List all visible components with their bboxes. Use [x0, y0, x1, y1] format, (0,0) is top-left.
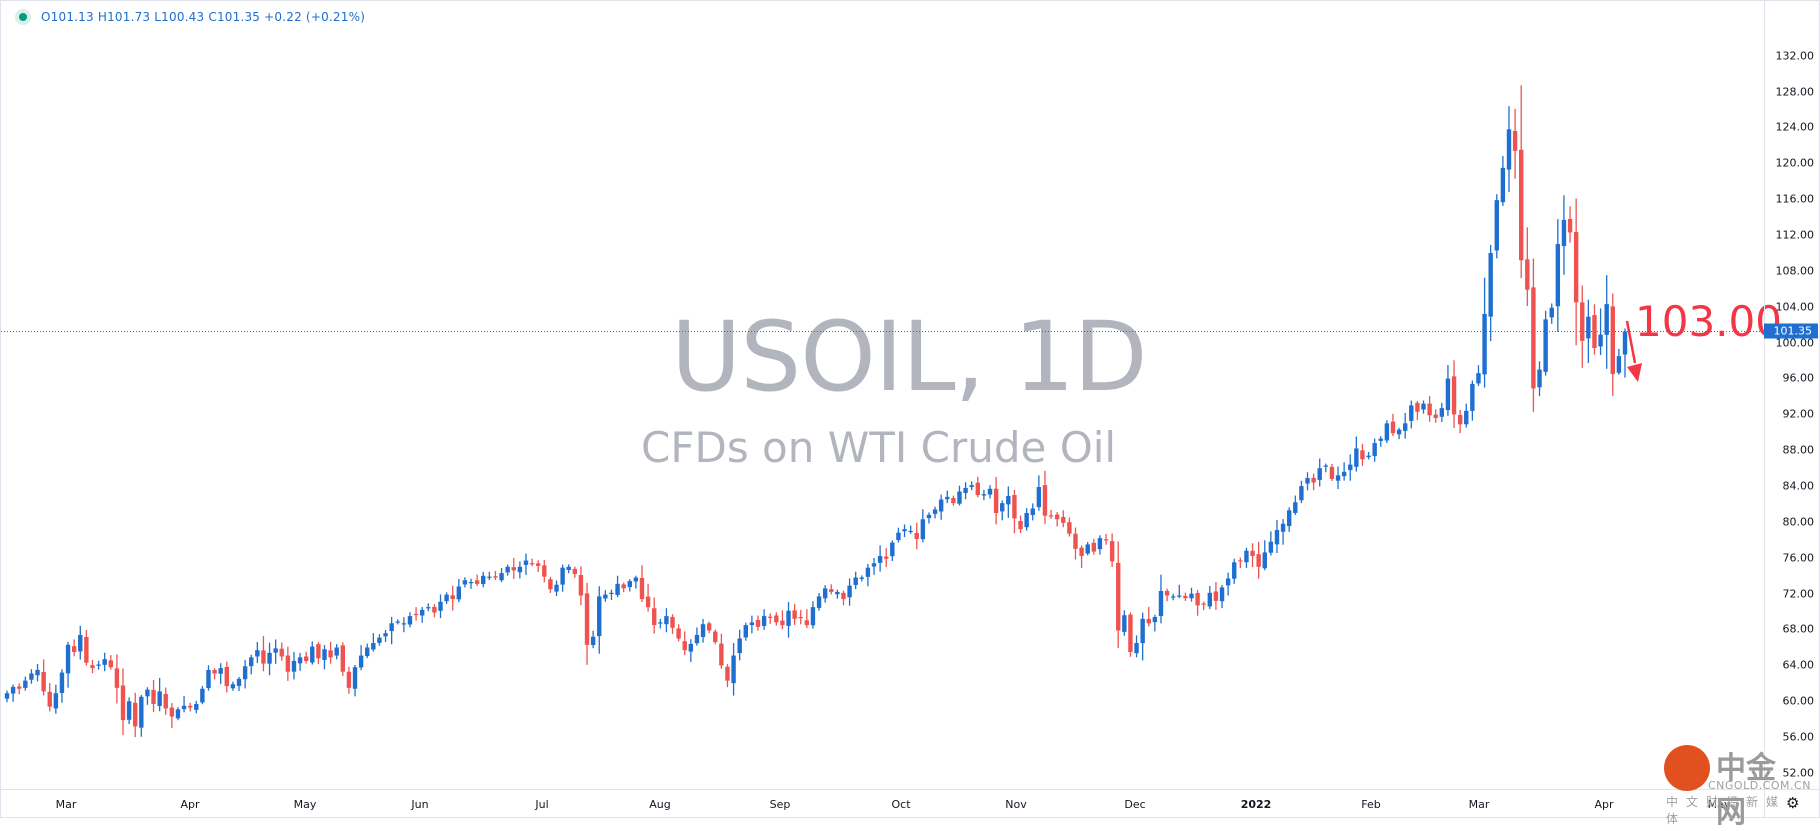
price-tick: 72.00 [1782, 587, 1815, 601]
price-tick: 132.00 [1775, 49, 1815, 63]
market-status-icon[interactable] [19, 13, 27, 21]
price-annotation[interactable]: 103.00 [1635, 297, 1782, 346]
time-tick: Aug [649, 798, 671, 811]
price-tick: 76.00 [1782, 551, 1815, 565]
price-tick: 124.00 [1775, 120, 1815, 134]
time-tick: Jul [535, 798, 549, 811]
ohlc-values: O101.13 H101.73 L100.43 C101.35 +0.22 (+… [41, 10, 366, 24]
cngold-logo: 中金网 CNGOLD.COM.CN 中文财经新媒体 [1664, 743, 1810, 830]
time-tick: May [293, 798, 317, 811]
time-tick: Sep [769, 798, 791, 811]
price-tick: 52.00 [1782, 766, 1815, 780]
time-tick: Apr [1594, 798, 1614, 811]
price-tick: 100.00 [1775, 336, 1815, 350]
time-tick: Oct [891, 798, 911, 811]
price-tick: 116.00 [1775, 192, 1815, 206]
time-tick: Feb [1361, 798, 1381, 811]
logo-url: CNGOLD.COM.CN [1708, 779, 1811, 792]
time-tick: May [1707, 798, 1731, 811]
axis-corner [1764, 789, 1820, 817]
watermark-symbol: USOIL, 1D [671, 301, 1148, 413]
time-tick: Jun [411, 798, 429, 811]
price-tick: 108.00 [1775, 264, 1815, 278]
time-tick: 2022 [1240, 798, 1272, 811]
ohlc-legend: O101.13 H101.73 L100.43 C101.35 +0.22 (+… [19, 10, 365, 24]
watermark-description: CFDs on WTI Crude Oil [641, 423, 1117, 472]
time-tick: Nov [1005, 798, 1027, 811]
chart-pane[interactable]: USOIL, 1D CFDs on WTI Crude Oil 103.00 O… [1, 1, 1782, 789]
down-arrow-icon [1625, 320, 1642, 382]
time-tick: Apr [180, 798, 200, 811]
last-price-label: 101.35 [1764, 323, 1818, 339]
price-tick: 84.00 [1782, 479, 1815, 493]
price-tick: 104.00 [1775, 300, 1815, 314]
price-tick: 56.00 [1782, 730, 1815, 744]
gear-icon[interactable]: ⚙ [1786, 794, 1800, 812]
price-tick: 60.00 [1782, 694, 1815, 708]
price-tick: 80.00 [1782, 515, 1815, 529]
price-tick: 128.00 [1775, 85, 1815, 99]
candlestick-series[interactable] [1, 1, 1764, 789]
time-tick: Mar [55, 798, 77, 811]
price-tick: 64.00 [1782, 658, 1815, 672]
logo-emblem-icon [1664, 745, 1710, 791]
price-tick: 68.00 [1782, 622, 1815, 636]
time-tick: Dec [1124, 798, 1146, 811]
time-axis[interactable]: Mar Apr May Jun Jul Aug Sep Oct Nov Dec 2022 Feb Mar… [1, 789, 1764, 817]
price-tick: 88.00 [1782, 443, 1815, 457]
logo-name: 中金网 [1716, 751, 1776, 830]
price-tick: 112.00 [1775, 228, 1815, 242]
logo-tagline: 中文财经新媒体 [1666, 795, 1787, 826]
time-tick: Mar [1468, 798, 1490, 811]
price-tick: 92.00 [1782, 407, 1815, 421]
price-tick: 120.00 [1775, 156, 1815, 170]
price-tick: 96.00 [1782, 371, 1815, 385]
price-axis[interactable]: USD ˅ 132.00128.00124.00120.00116.00112.… [1764, 1, 1820, 789]
